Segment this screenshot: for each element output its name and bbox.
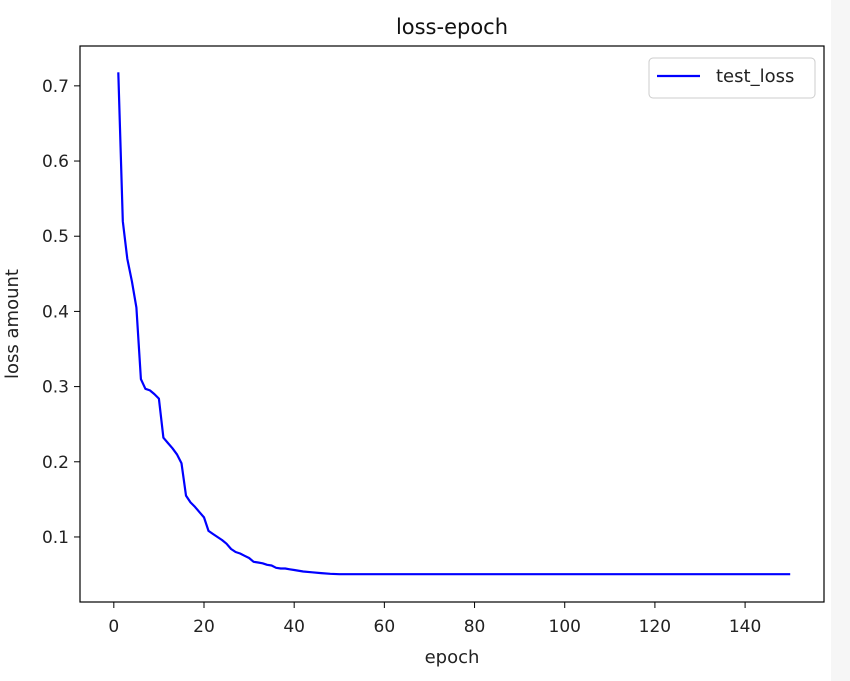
x-tick-label: 20	[193, 617, 215, 637]
legend-label: test_loss	[716, 66, 794, 87]
y-tick-label: 0.5	[42, 227, 69, 247]
x-tick-label: 80	[464, 617, 486, 637]
series-line-test_loss	[117, 72, 791, 576]
y-tick-label: 0.3	[42, 378, 69, 398]
legend: test_loss	[648, 57, 816, 99]
y-tick-label: 0.6	[42, 152, 69, 172]
x-tick-label: 0	[108, 617, 119, 637]
plot-frame	[79, 45, 825, 603]
y-tick-label: 0.2	[42, 453, 69, 473]
legend-box	[648, 57, 816, 99]
window-edge-strip	[831, 0, 850, 681]
series-layer	[117, 72, 791, 576]
x-tick-label: 40	[283, 617, 305, 637]
chart-title: loss-epoch	[396, 15, 508, 39]
y-tick-label: 0.7	[42, 77, 69, 97]
x-tick-label: 100	[549, 617, 581, 637]
y-tick-label: 0.4	[42, 302, 69, 322]
y-axis-label: loss amount	[2, 269, 23, 379]
x-tick-label: 60	[374, 617, 396, 637]
x-axis-label: epoch	[425, 647, 480, 668]
x-tick-label: 140	[729, 617, 761, 637]
plot-area	[80, 46, 824, 602]
x-axis: 0 20 40 60 80 100 120 140	[108, 602, 761, 637]
x-tick-label: 120	[639, 617, 671, 637]
y-axis: 0.1 0.2 0.3 0.4 0.5 0.6 0.7	[42, 77, 80, 548]
y-tick-label: 0.1	[42, 528, 69, 548]
